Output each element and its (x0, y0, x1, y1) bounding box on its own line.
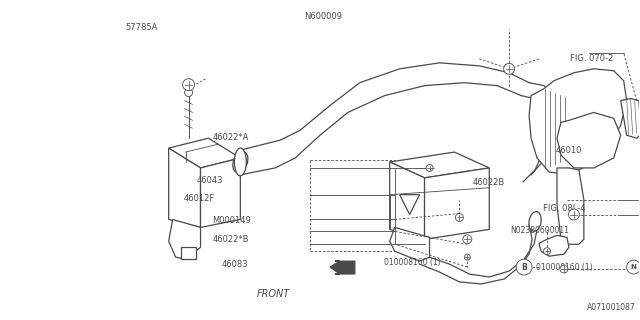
Polygon shape (557, 112, 621, 168)
Circle shape (184, 89, 193, 97)
Polygon shape (621, 99, 640, 138)
Ellipse shape (233, 151, 248, 172)
Text: 46022B: 46022B (473, 178, 505, 187)
Circle shape (463, 235, 472, 244)
Text: A071001087: A071001087 (587, 303, 636, 312)
Polygon shape (169, 138, 241, 168)
Text: N02380600011: N02380600011 (510, 226, 569, 235)
Circle shape (543, 248, 550, 255)
Text: 46083: 46083 (222, 260, 248, 268)
Polygon shape (390, 152, 489, 178)
Ellipse shape (234, 148, 246, 176)
Polygon shape (529, 69, 627, 175)
Polygon shape (330, 261, 355, 274)
Circle shape (182, 79, 195, 91)
Circle shape (456, 213, 463, 221)
Polygon shape (169, 148, 200, 228)
Circle shape (465, 254, 470, 260)
Circle shape (568, 209, 579, 220)
Polygon shape (200, 158, 241, 228)
Circle shape (426, 164, 433, 172)
Polygon shape (390, 162, 424, 239)
Text: 010008160 (1): 010008160 (1) (384, 258, 440, 267)
Text: 57785A: 57785A (125, 22, 158, 32)
Polygon shape (169, 220, 200, 259)
Circle shape (560, 265, 568, 273)
Text: M000149: M000149 (212, 216, 251, 225)
Text: 010008160 (1): 010008160 (1) (536, 263, 593, 272)
Ellipse shape (529, 212, 541, 231)
Circle shape (516, 259, 532, 275)
Text: FRONT: FRONT (256, 289, 289, 299)
Text: 46043: 46043 (196, 176, 223, 185)
Text: N: N (630, 264, 637, 270)
Polygon shape (390, 228, 429, 261)
Text: 46022*A: 46022*A (212, 133, 248, 142)
Text: B: B (521, 263, 527, 272)
Text: 46022*B: 46022*B (212, 236, 248, 244)
Polygon shape (539, 235, 569, 256)
Text: N600009: N600009 (304, 12, 342, 21)
Circle shape (627, 260, 640, 274)
Text: FIG. 070-2: FIG. 070-2 (570, 54, 613, 63)
Text: 46012F: 46012F (184, 194, 215, 203)
Text: FIG. 08L-4: FIG. 08L-4 (543, 204, 586, 213)
Circle shape (504, 63, 515, 74)
Polygon shape (557, 168, 584, 244)
Polygon shape (424, 168, 489, 239)
Text: 46010: 46010 (556, 146, 582, 155)
Polygon shape (180, 247, 196, 259)
